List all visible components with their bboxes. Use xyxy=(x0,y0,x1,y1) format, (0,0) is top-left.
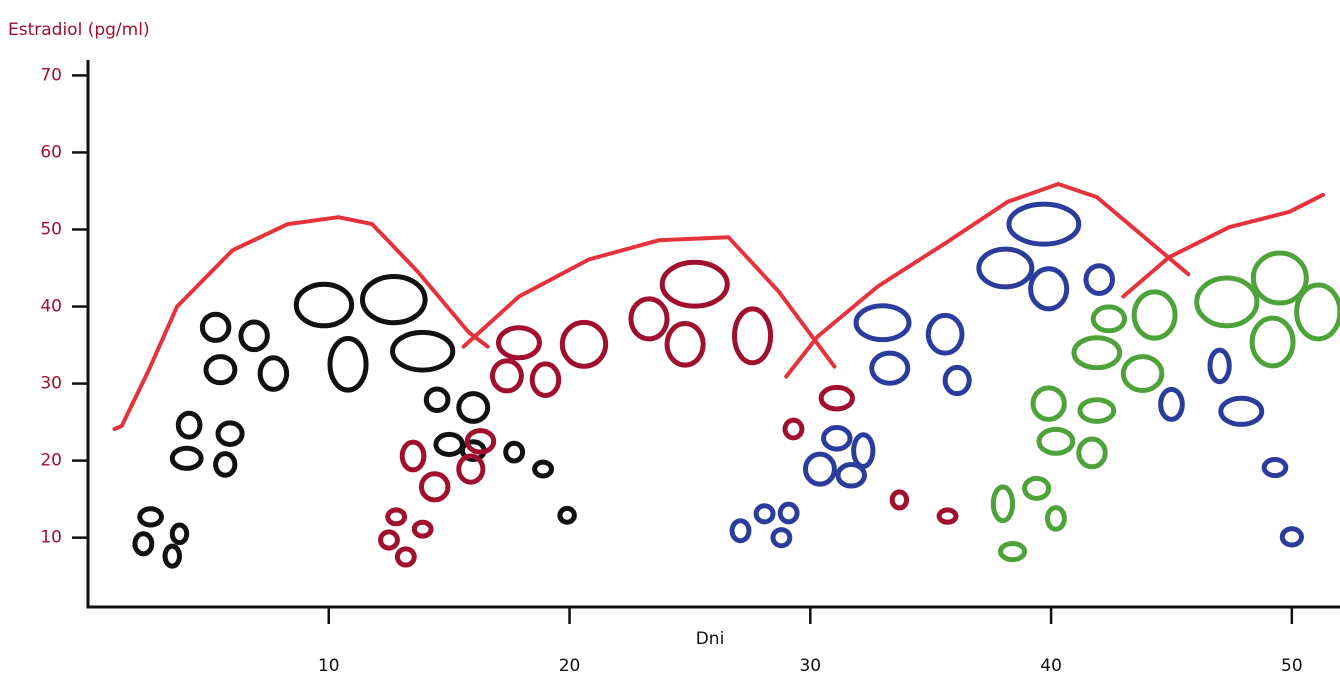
follicle xyxy=(426,389,448,411)
follicle xyxy=(1079,439,1105,467)
follicle xyxy=(421,474,447,500)
follicle xyxy=(854,435,873,467)
follicle xyxy=(631,299,667,339)
follicle xyxy=(393,332,453,370)
follicle xyxy=(1039,429,1073,453)
follicle xyxy=(172,525,186,543)
follicle xyxy=(928,315,962,353)
follicle xyxy=(388,510,405,524)
follicle xyxy=(1086,266,1112,294)
follicle xyxy=(296,284,351,326)
follicle xyxy=(218,423,242,445)
follicle xyxy=(1031,269,1067,309)
follicle xyxy=(1093,307,1124,331)
follicle xyxy=(216,454,235,476)
follicle xyxy=(172,448,201,468)
follicle xyxy=(1210,350,1229,382)
x-tick-label: 50 xyxy=(1281,656,1303,674)
follicle xyxy=(1123,357,1162,391)
follicle xyxy=(1221,398,1262,424)
follicle xyxy=(436,434,462,454)
follicle xyxy=(667,323,703,365)
follicle xyxy=(1074,338,1120,368)
follicle xyxy=(892,492,906,508)
y-tick-label: 10 xyxy=(40,528,62,548)
follicle xyxy=(499,328,540,358)
follicle xyxy=(492,361,521,391)
follicle xyxy=(459,394,488,422)
follicle xyxy=(872,353,908,383)
follicle xyxy=(206,357,235,383)
follicle xyxy=(1161,389,1183,419)
follicle xyxy=(560,508,574,522)
follicle xyxy=(140,509,162,525)
x-axis-label: Dni xyxy=(696,629,725,649)
y-axis-label: Estradiol (pg/ml) xyxy=(8,20,150,40)
follicle xyxy=(773,530,790,546)
follicle xyxy=(824,427,850,449)
follicle xyxy=(662,262,727,306)
y-tick-label: 70 xyxy=(40,65,62,85)
follicle xyxy=(780,504,797,522)
follicle xyxy=(535,462,552,476)
follicle xyxy=(993,487,1012,521)
follicle xyxy=(330,339,366,391)
follicle xyxy=(506,443,523,461)
follicle xyxy=(1252,318,1293,366)
follicle xyxy=(1134,292,1175,338)
follicle xyxy=(362,276,425,322)
follicle xyxy=(1047,508,1064,530)
follicle xyxy=(979,249,1032,287)
y-tick-label: 60 xyxy=(40,142,62,162)
follicle xyxy=(1033,388,1064,420)
y-tick-label: 20 xyxy=(40,451,62,471)
follicle xyxy=(202,314,228,340)
follicle xyxy=(838,464,864,486)
follicle xyxy=(1001,543,1025,559)
follicle xyxy=(397,549,414,565)
follicle xyxy=(260,358,286,390)
follicle xyxy=(1197,278,1257,326)
follicle xyxy=(856,306,909,340)
follicle xyxy=(1080,400,1114,422)
follicle xyxy=(945,367,969,393)
y-tick-label: 50 xyxy=(40,219,62,239)
x-tick-label: 30 xyxy=(799,656,821,674)
follicle xyxy=(805,454,834,484)
follicle xyxy=(939,510,956,522)
follicle xyxy=(1009,204,1079,244)
x-tick-label: 40 xyxy=(1040,656,1062,674)
follicle xyxy=(135,534,152,554)
follicle xyxy=(241,322,267,350)
chart: Estradiol (pg/ml) Dni 10 20 30 40 50 60 70 10 20… xyxy=(0,0,1340,674)
follicle xyxy=(381,532,398,548)
y-tick-label: 30 xyxy=(40,374,62,394)
follicle xyxy=(732,521,749,541)
follicle xyxy=(734,309,770,363)
follicle xyxy=(785,420,802,438)
follicle xyxy=(1264,459,1286,475)
x-tick-label: 10 xyxy=(318,656,340,674)
follicle xyxy=(402,442,424,470)
follicle xyxy=(1025,478,1049,498)
follicle xyxy=(1297,285,1340,339)
follicle xyxy=(1282,529,1301,545)
follicle xyxy=(821,387,852,409)
follicle xyxy=(178,413,200,437)
follicle xyxy=(562,322,605,366)
y-tick-label: 40 xyxy=(40,297,62,317)
follicle xyxy=(165,546,179,566)
follicle xyxy=(414,522,431,536)
follicle xyxy=(532,364,558,396)
x-tick-label: 20 xyxy=(559,656,581,674)
follicle xyxy=(756,506,773,522)
